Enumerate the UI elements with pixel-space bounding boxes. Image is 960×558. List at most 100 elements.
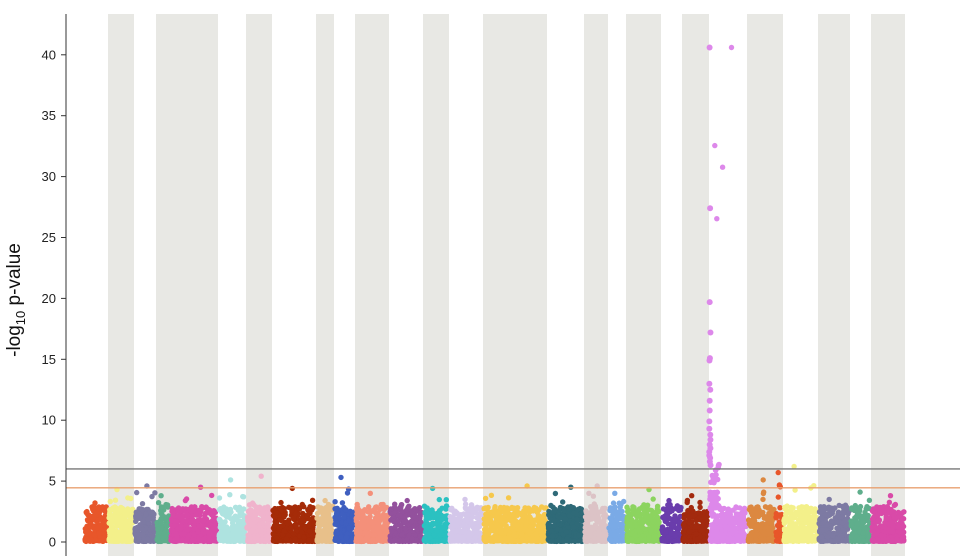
snp-point xyxy=(139,501,146,507)
snp-point xyxy=(624,508,631,515)
snp-point xyxy=(339,500,346,506)
snp-point xyxy=(299,501,305,508)
snp-point xyxy=(491,534,497,541)
snp-point xyxy=(191,518,198,525)
snp-point xyxy=(454,516,460,522)
snp-point xyxy=(563,529,570,535)
snp-point xyxy=(423,524,429,531)
snp-point xyxy=(431,512,437,518)
snp-point xyxy=(88,537,95,544)
snp-point xyxy=(147,509,153,515)
snp-point xyxy=(533,531,539,537)
snp-point xyxy=(200,505,206,511)
snp-point xyxy=(155,536,161,542)
snp-point xyxy=(441,532,447,538)
snp-point xyxy=(119,505,126,512)
snp-point xyxy=(488,523,495,529)
segment-max-point xyxy=(158,493,164,499)
snp-point xyxy=(512,508,519,514)
snp-point xyxy=(584,529,591,536)
snp-point xyxy=(136,532,142,538)
snp-point xyxy=(452,510,459,517)
snp-point xyxy=(197,523,203,530)
snp-point xyxy=(538,535,544,542)
snp-point xyxy=(183,496,190,502)
snp-point xyxy=(546,523,552,529)
snp-point xyxy=(344,490,351,496)
snp-point xyxy=(125,495,131,501)
chromosome-band xyxy=(108,14,134,556)
snp-point xyxy=(575,506,581,512)
snp-point xyxy=(633,509,640,516)
snp-point xyxy=(447,535,454,541)
snp-point xyxy=(378,514,384,520)
segment-max-point xyxy=(367,490,373,496)
snp-point xyxy=(314,515,320,521)
segment-max-point xyxy=(227,477,234,483)
snp-point xyxy=(641,507,647,514)
snp-point xyxy=(338,534,344,540)
snp-point xyxy=(200,518,207,524)
snp-point xyxy=(159,512,165,519)
snp-point xyxy=(436,496,442,503)
snp-point xyxy=(519,510,525,516)
snp-point xyxy=(552,490,559,497)
snp-point xyxy=(111,514,118,520)
snp-point xyxy=(356,507,362,513)
snp-point xyxy=(158,520,164,526)
snp-point xyxy=(359,518,365,525)
snp-point xyxy=(177,514,183,520)
snp-point xyxy=(346,518,352,524)
snp-point xyxy=(178,525,184,531)
snp-point xyxy=(564,536,570,542)
snp-point xyxy=(612,532,618,538)
snp-point xyxy=(140,532,146,538)
snp-point xyxy=(654,514,660,520)
chromosome-band xyxy=(747,14,775,556)
snp-point xyxy=(650,496,656,502)
snp-point xyxy=(249,500,256,506)
snp-point xyxy=(484,511,491,517)
snp-point xyxy=(245,517,252,523)
chromosome-band xyxy=(355,14,389,556)
snp-point xyxy=(230,536,236,543)
snp-point xyxy=(570,510,577,516)
snp-point xyxy=(498,514,505,520)
snp-point xyxy=(163,522,170,528)
snp-point xyxy=(639,520,646,526)
snp-point xyxy=(469,503,475,509)
snp-point xyxy=(236,531,243,537)
snp-point xyxy=(454,538,460,544)
snp-point xyxy=(570,524,577,530)
snp-point xyxy=(353,515,359,522)
snp-point xyxy=(277,517,283,523)
snp-point xyxy=(291,515,297,521)
snp-point xyxy=(466,529,472,536)
snp-point xyxy=(107,498,114,505)
snp-point xyxy=(207,522,213,528)
snp-point xyxy=(449,518,455,524)
snp-point xyxy=(140,527,147,533)
snp-point xyxy=(149,493,155,500)
snp-point xyxy=(238,535,244,542)
chromosome-band xyxy=(156,14,170,556)
chromosome-band xyxy=(170,14,218,556)
snp-point xyxy=(216,516,222,522)
snp-point xyxy=(83,529,89,535)
snp-point xyxy=(485,528,491,534)
snp-point xyxy=(257,537,264,543)
snp-point xyxy=(164,502,171,508)
snp-point xyxy=(134,489,140,496)
snp-point xyxy=(443,503,450,509)
snp-point xyxy=(397,537,403,544)
snp-point xyxy=(112,504,118,510)
chromosome-band xyxy=(246,14,272,556)
snp-point xyxy=(645,519,651,525)
snp-point xyxy=(227,492,233,498)
snp-point xyxy=(397,522,403,528)
snp-point xyxy=(530,519,536,525)
snp-point xyxy=(504,509,510,515)
snp-point xyxy=(453,528,460,534)
chromosome-bands xyxy=(108,14,905,556)
snp-point xyxy=(278,499,284,506)
